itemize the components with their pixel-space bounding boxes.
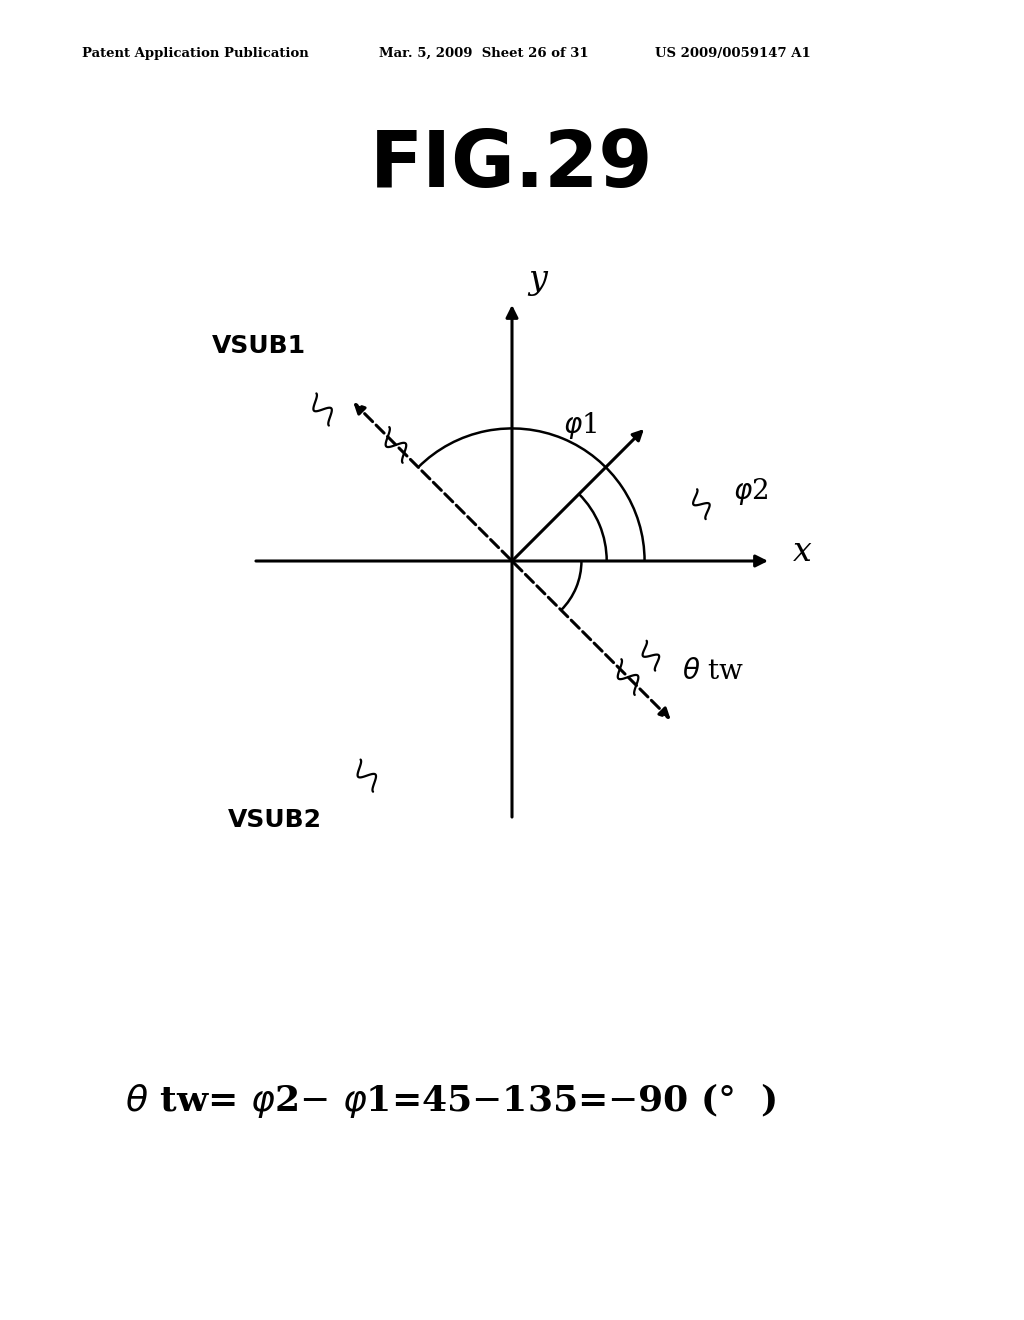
Text: y: y <box>527 264 547 296</box>
Text: Patent Application Publication: Patent Application Publication <box>82 46 308 59</box>
Text: VSUB1: VSUB1 <box>212 334 306 358</box>
Text: $\varphi$2: $\varphi$2 <box>733 477 768 507</box>
Text: $\varphi$1: $\varphi$1 <box>562 409 597 441</box>
Text: Mar. 5, 2009  Sheet 26 of 31: Mar. 5, 2009 Sheet 26 of 31 <box>379 46 589 59</box>
Text: $\theta$ tw= $\varphi$2$-$ $\varphi$1=45$-$135=$-$90 ($\degree$  ): $\theta$ tw= $\varphi$2$-$ $\varphi$1=45… <box>125 1081 776 1121</box>
Text: US 2009/0059147 A1: US 2009/0059147 A1 <box>655 46 811 59</box>
Text: VSUB2: VSUB2 <box>228 808 322 832</box>
Text: $\theta$ tw: $\theta$ tw <box>682 657 744 685</box>
Text: FIG.29: FIG.29 <box>371 127 653 203</box>
Text: x: x <box>793 536 812 568</box>
